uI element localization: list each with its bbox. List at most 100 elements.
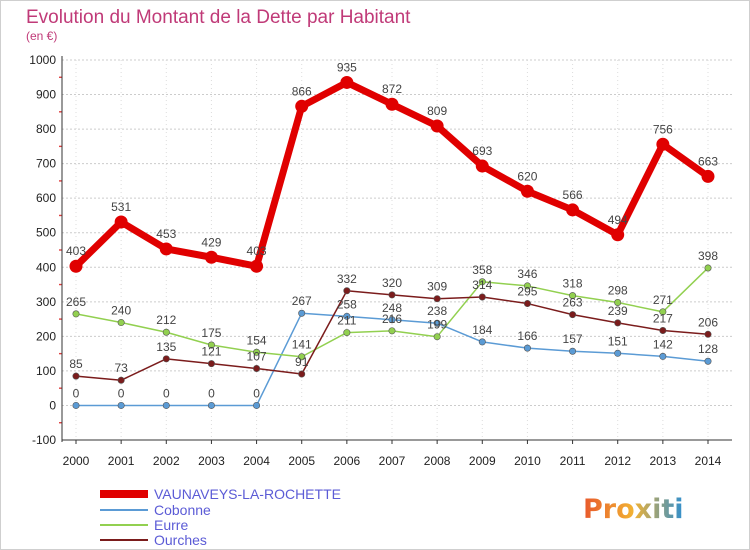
data-label: 756 — [653, 122, 673, 136]
data-label: 620 — [517, 169, 537, 183]
data-label: 267 — [292, 294, 312, 308]
data-label: 265 — [66, 295, 86, 309]
series-point — [520, 184, 534, 198]
series-group — [69, 75, 715, 409]
series-point — [117, 376, 125, 384]
data-label: 0 — [163, 386, 170, 400]
legend-label: VAUNAVEYS-LA-ROCHETTE — [154, 486, 341, 502]
data-label: 295 — [517, 285, 537, 299]
series-point — [298, 309, 306, 317]
series-point — [162, 328, 170, 336]
series-point — [253, 348, 261, 356]
x-tick-label: 2003 — [198, 454, 225, 468]
x-tick-label: 2011 — [560, 454, 586, 468]
legend-label: Eurre — [154, 517, 188, 533]
data-label: 0 — [118, 386, 125, 400]
series-point — [704, 330, 712, 338]
series-point — [523, 282, 531, 290]
series-point — [659, 352, 667, 360]
data-label: 239 — [608, 304, 628, 318]
y-tick-label: 900 — [36, 88, 56, 102]
data-label: 531 — [111, 200, 131, 214]
proxiti-logo: Proxiti — [583, 494, 684, 525]
data-label: 91 — [295, 355, 309, 369]
axes: -100010020030040050060070080090010002000… — [29, 53, 732, 468]
series-point — [433, 333, 441, 341]
series-point — [250, 259, 264, 273]
series-point — [433, 295, 441, 303]
data-label: 271 — [653, 293, 673, 307]
series-point — [478, 278, 486, 286]
data-label: 157 — [563, 332, 583, 346]
data-label: 809 — [427, 104, 447, 118]
series-point — [207, 341, 215, 349]
x-tick-label: 2000 — [63, 454, 90, 468]
series-point — [253, 401, 261, 409]
series-point — [388, 316, 396, 324]
data-label: 0 — [73, 386, 80, 400]
data-label: 346 — [517, 267, 537, 281]
legend-label: Ourches — [154, 532, 207, 548]
series-point — [72, 372, 80, 380]
legend-label: Cobonne — [154, 502, 211, 518]
data-label: 866 — [292, 84, 312, 98]
data-label: 403 — [247, 244, 267, 258]
logo-text: Proxiti — [583, 494, 684, 525]
series-point — [478, 293, 486, 301]
data-label: 398 — [698, 249, 718, 263]
data-label: 248 — [382, 301, 402, 315]
data-label: 320 — [382, 276, 402, 290]
y-tick-label: 200 — [36, 329, 56, 343]
series-point — [523, 344, 531, 352]
data-label: 85 — [69, 357, 83, 371]
series-point — [611, 228, 625, 242]
data-label: 453 — [156, 227, 176, 241]
data-label: 212 — [156, 313, 176, 327]
data-label: 151 — [608, 334, 628, 348]
x-tick-label: 2008 — [424, 454, 451, 468]
series-point — [614, 319, 622, 327]
x-tick-label: 2012 — [604, 454, 631, 468]
x-tick-label: 2001 — [108, 454, 135, 468]
series-point — [204, 250, 218, 264]
series-point — [295, 99, 309, 113]
x-tick-label: 2002 — [153, 454, 180, 468]
x-tick-label: 2007 — [379, 454, 406, 468]
series-point — [523, 300, 531, 308]
series-point — [388, 327, 396, 335]
series-point — [569, 292, 577, 300]
x-tick-label: 2009 — [469, 454, 496, 468]
series-point — [569, 311, 577, 319]
series-point — [72, 310, 80, 318]
series-point — [253, 364, 261, 372]
data-label: 309 — [427, 280, 447, 294]
series-point — [114, 215, 128, 229]
series-point — [343, 312, 351, 320]
data-label: 166 — [517, 329, 537, 343]
data-label: 184 — [472, 323, 492, 337]
series-point — [388, 291, 396, 299]
series-point — [207, 401, 215, 409]
chart-subtitle: (en €) — [26, 29, 57, 43]
data-label: 135 — [156, 340, 176, 354]
series-point — [478, 338, 486, 346]
data-label: 263 — [563, 296, 583, 310]
x-tick-label: 2006 — [334, 454, 361, 468]
x-tick-label: 2013 — [650, 454, 677, 468]
series-point — [614, 349, 622, 357]
data-label: 935 — [337, 60, 357, 74]
series-point — [385, 97, 399, 111]
data-labels: 403 531 453 429 403 866 935 872 809 693 620 566 494 7… — [66, 60, 718, 400]
series-point — [614, 299, 622, 307]
data-label: 217 — [653, 311, 673, 325]
data-label: 318 — [563, 277, 583, 291]
x-tick-label: 2014 — [695, 454, 722, 468]
x-tick-label: 2005 — [288, 454, 315, 468]
data-label: 403 — [66, 244, 86, 258]
data-label: 693 — [472, 144, 492, 158]
data-label: 663 — [698, 154, 718, 168]
data-label: 0 — [253, 386, 260, 400]
series-point — [704, 357, 712, 365]
